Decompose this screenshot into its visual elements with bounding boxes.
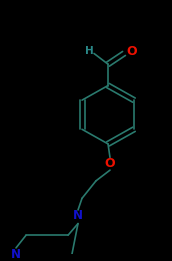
Text: O: O	[127, 45, 137, 58]
Text: H: H	[85, 46, 93, 56]
Text: N: N	[11, 248, 21, 261]
Text: N: N	[73, 209, 83, 222]
Text: O: O	[105, 157, 115, 170]
